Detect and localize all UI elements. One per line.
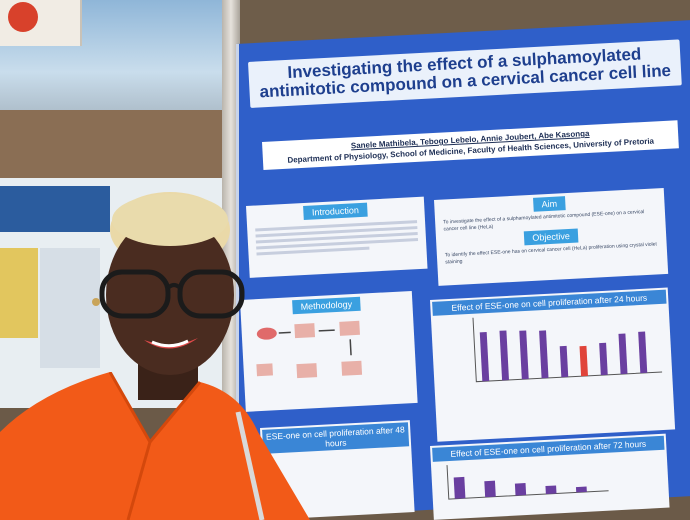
methodology-diagram bbox=[256, 320, 363, 379]
glasses-left-lens bbox=[99, 269, 171, 319]
chart-axis bbox=[472, 317, 663, 383]
chart-bar bbox=[519, 330, 529, 380]
chart-bar bbox=[579, 345, 588, 377]
chart-bar bbox=[453, 476, 466, 499]
chart-bar bbox=[575, 486, 587, 493]
bag-strap bbox=[235, 411, 265, 520]
introduction-panel: Introduction bbox=[246, 196, 428, 278]
presenter bbox=[92, 192, 245, 400]
chart-24-hours: Effect of ESE-one on cell proliferation … bbox=[430, 287, 676, 442]
smile bbox=[144, 338, 198, 349]
aim-panel: Aim To investigate the effect of a sulph… bbox=[434, 187, 669, 286]
chart-bar bbox=[638, 331, 648, 374]
chart-bar bbox=[499, 330, 509, 381]
board-pillar bbox=[222, 0, 240, 520]
earring bbox=[92, 298, 100, 306]
chart-bar bbox=[618, 333, 628, 375]
chart-bar bbox=[599, 342, 608, 376]
introduction-text bbox=[250, 214, 424, 262]
chart-axis bbox=[446, 465, 609, 500]
cork-wall bbox=[0, 110, 230, 190]
orange-shirt bbox=[0, 372, 310, 520]
chart-bar bbox=[545, 485, 557, 495]
chart-bar bbox=[539, 330, 549, 379]
chart-bar bbox=[514, 483, 527, 496]
venue-sign bbox=[0, 0, 82, 46]
chart-72-hours: Effect of ESE-one on cell proliferation … bbox=[430, 433, 670, 520]
chart-72-plot bbox=[446, 465, 609, 500]
chart-24-plot bbox=[472, 317, 663, 383]
methodology-panel: Methodology bbox=[240, 290, 418, 412]
chart-bar bbox=[479, 331, 490, 382]
chart-bar bbox=[484, 480, 496, 498]
glasses-right-lens bbox=[177, 269, 245, 319]
chart-bar bbox=[559, 345, 569, 378]
